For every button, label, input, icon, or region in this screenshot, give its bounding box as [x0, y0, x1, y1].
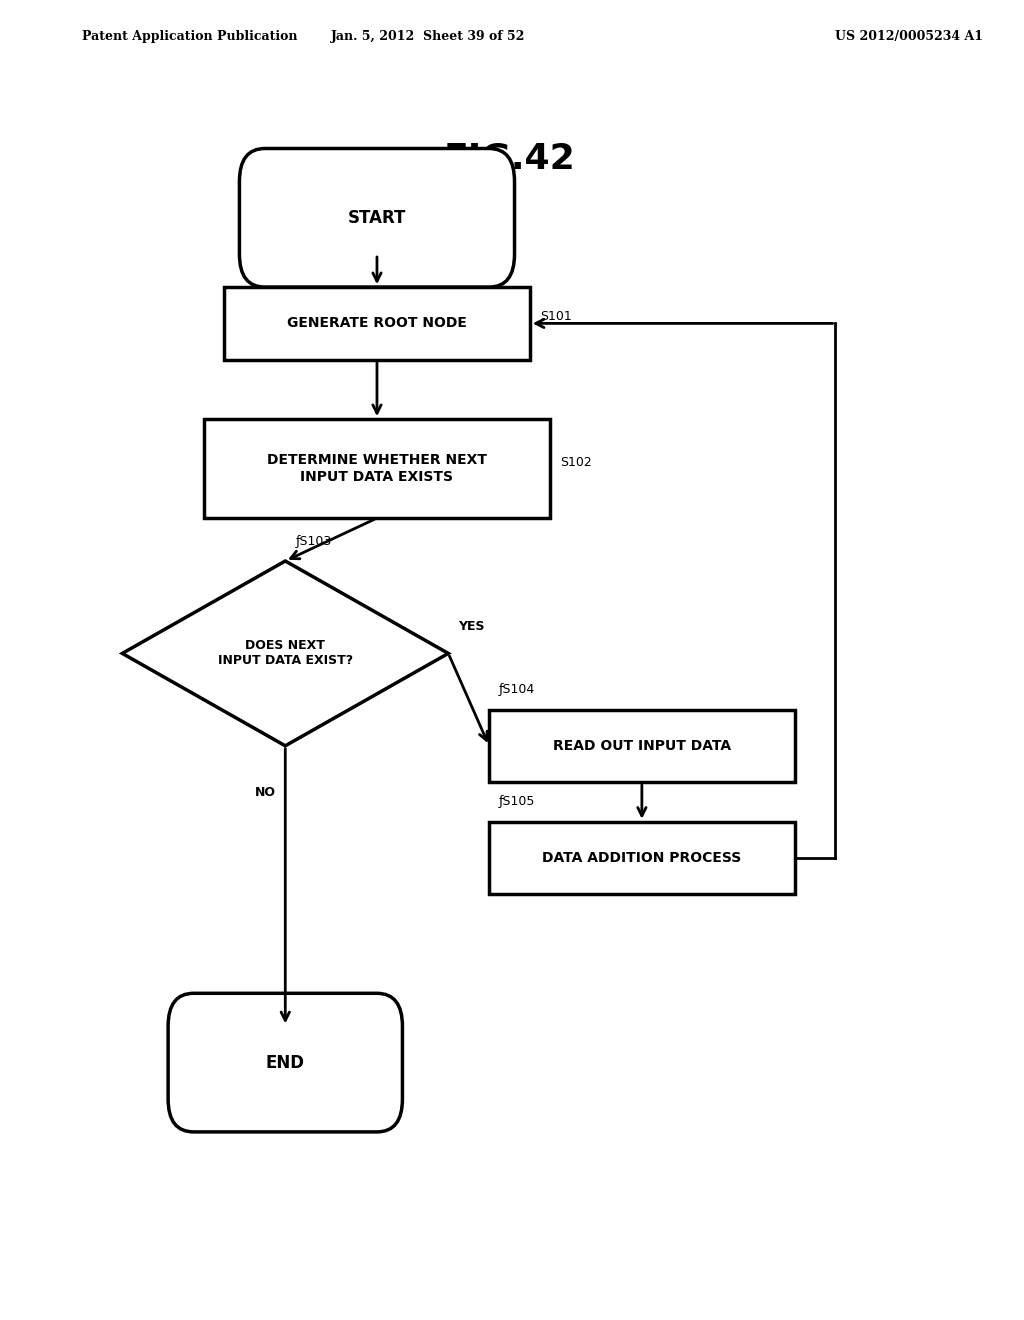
Text: Patent Application Publication: Patent Application Publication [82, 30, 297, 44]
Text: NO: NO [254, 785, 275, 799]
Text: US 2012/0005234 A1: US 2012/0005234 A1 [836, 30, 983, 44]
FancyBboxPatch shape [224, 286, 529, 359]
FancyBboxPatch shape [204, 420, 550, 517]
Text: YES: YES [459, 620, 485, 634]
Text: DATA ADDITION PROCESS: DATA ADDITION PROCESS [543, 851, 741, 865]
FancyBboxPatch shape [489, 710, 795, 781]
Text: END: END [266, 1053, 305, 1072]
Text: ƒS105: ƒS105 [500, 796, 536, 808]
Text: Jan. 5, 2012  Sheet 39 of 52: Jan. 5, 2012 Sheet 39 of 52 [331, 30, 525, 44]
Text: START: START [348, 209, 407, 227]
Text: ƒS103: ƒS103 [296, 535, 332, 548]
FancyBboxPatch shape [168, 993, 402, 1131]
Text: S102: S102 [560, 455, 592, 469]
Text: DOES NEXT
INPUT DATA EXIST?: DOES NEXT INPUT DATA EXIST? [218, 639, 353, 668]
Text: FIG.42: FIG.42 [443, 141, 575, 176]
FancyBboxPatch shape [489, 821, 795, 895]
FancyBboxPatch shape [240, 149, 514, 288]
Text: S101: S101 [540, 310, 571, 323]
Text: ƒS104: ƒS104 [500, 684, 536, 697]
Text: GENERATE ROOT NODE: GENERATE ROOT NODE [287, 317, 467, 330]
Text: READ OUT INPUT DATA: READ OUT INPUT DATA [553, 739, 731, 752]
Polygon shape [122, 561, 449, 746]
Text: DETERMINE WHETHER NEXT
INPUT DATA EXISTS: DETERMINE WHETHER NEXT INPUT DATA EXISTS [267, 454, 487, 483]
